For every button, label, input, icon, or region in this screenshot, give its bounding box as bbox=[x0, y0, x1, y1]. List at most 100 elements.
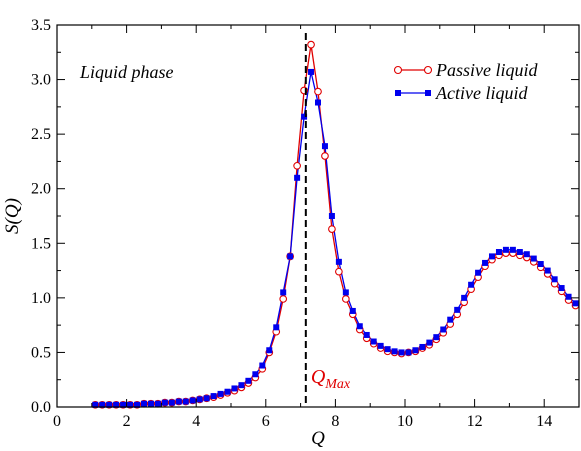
active-point bbox=[475, 269, 482, 276]
x-tick-label: 0 bbox=[53, 413, 61, 430]
active-point bbox=[273, 324, 280, 331]
active-point bbox=[342, 289, 349, 296]
passive-point bbox=[293, 161, 301, 170]
active-point bbox=[509, 246, 516, 253]
active-point bbox=[168, 399, 175, 406]
active-point bbox=[468, 281, 475, 288]
passive-point bbox=[307, 40, 315, 49]
active-point bbox=[308, 68, 315, 75]
active-point bbox=[363, 331, 370, 338]
passive-point bbox=[321, 152, 329, 160]
x-axis-label: Q bbox=[311, 428, 325, 449]
active-point bbox=[127, 401, 134, 408]
active-point bbox=[92, 401, 99, 408]
active-point bbox=[412, 347, 419, 354]
x-tick-label: 10 bbox=[397, 413, 413, 430]
active-point bbox=[454, 306, 461, 313]
active-point bbox=[252, 371, 259, 378]
y-tick-label: 1.5 bbox=[31, 235, 51, 252]
active-point bbox=[321, 143, 328, 150]
y-tick-label: 0.0 bbox=[31, 399, 51, 416]
active-point bbox=[99, 401, 106, 408]
active-point bbox=[245, 377, 252, 384]
active-point bbox=[384, 346, 391, 353]
active-point bbox=[419, 343, 426, 350]
active-point bbox=[280, 289, 287, 296]
x-tick-label: 8 bbox=[331, 413, 339, 430]
active-point bbox=[196, 396, 203, 403]
tick-group: 0 2 4 6 8 10 12 14 0.0 0.5 1.0 1.5 2.0 2.5 3.0 3.5 bbox=[31, 17, 579, 430]
active-point bbox=[294, 174, 301, 181]
active-point bbox=[224, 388, 231, 395]
active-point bbox=[391, 348, 398, 355]
active-point bbox=[495, 249, 502, 256]
active-point bbox=[238, 382, 245, 389]
active-point bbox=[328, 213, 335, 219]
active-point bbox=[134, 401, 141, 408]
qmax-sub: Max bbox=[324, 377, 351, 392]
active-point bbox=[405, 349, 412, 356]
y-tick-label: 1.0 bbox=[31, 290, 51, 307]
active-point bbox=[482, 259, 489, 266]
active-point bbox=[113, 401, 120, 408]
active-point bbox=[203, 395, 210, 402]
phase-annotation: Liquid phase bbox=[79, 62, 174, 82]
passive-point bbox=[328, 225, 336, 233]
active-point bbox=[551, 276, 558, 283]
legend-marker-active bbox=[425, 90, 431, 96]
active-point bbox=[231, 385, 238, 392]
active-point bbox=[141, 400, 147, 407]
active-point bbox=[502, 246, 509, 253]
active-point bbox=[189, 397, 196, 404]
y-tick-label: 2.5 bbox=[31, 126, 51, 143]
active-point bbox=[572, 300, 579, 307]
active-point bbox=[335, 258, 342, 265]
y-tick-label: 3.0 bbox=[31, 72, 51, 89]
y-tick-label: 3.5 bbox=[31, 17, 51, 34]
passive-point bbox=[335, 267, 343, 276]
active-point bbox=[301, 113, 308, 120]
active-point bbox=[523, 251, 530, 258]
active-point bbox=[398, 349, 405, 356]
active-point bbox=[287, 253, 294, 260]
x-tick-label: 2 bbox=[123, 413, 131, 430]
legend-marker-passive bbox=[423, 65, 433, 75]
passive-point bbox=[279, 295, 288, 303]
passive-point bbox=[314, 87, 322, 96]
active-point bbox=[182, 398, 189, 405]
passive-point bbox=[341, 295, 350, 303]
active-point bbox=[356, 323, 363, 330]
active-point bbox=[447, 316, 454, 323]
active-point bbox=[154, 400, 161, 407]
active-point bbox=[377, 342, 384, 349]
active-point bbox=[106, 401, 113, 408]
active-point bbox=[433, 334, 440, 341]
active-point bbox=[175, 398, 182, 405]
active-point bbox=[370, 338, 377, 345]
active-point bbox=[266, 347, 273, 354]
active-point bbox=[544, 267, 551, 274]
y-tick-label: 2.0 bbox=[31, 181, 51, 198]
active-point bbox=[210, 393, 217, 400]
active-point bbox=[461, 294, 468, 301]
x-tick-label: 14 bbox=[536, 413, 552, 430]
qmax-main: Q bbox=[311, 366, 326, 388]
legend-marker-active bbox=[395, 90, 401, 96]
y-tick-label: 0.5 bbox=[31, 344, 51, 361]
active-point bbox=[217, 390, 224, 397]
legend-marker-passive bbox=[393, 65, 403, 75]
active-point bbox=[489, 253, 495, 260]
x-tick-label: 4 bbox=[192, 413, 200, 430]
legend-label-1: Active liquid bbox=[435, 83, 528, 103]
active-point bbox=[161, 399, 168, 406]
legend-label-0: Passive liquid bbox=[435, 60, 538, 80]
qmax-label: QMax bbox=[311, 366, 351, 392]
active-point bbox=[120, 401, 127, 408]
active-point bbox=[537, 261, 544, 268]
x-tick-label: 6 bbox=[262, 413, 270, 430]
active-point bbox=[349, 307, 356, 314]
active-point bbox=[530, 255, 537, 262]
active-point bbox=[516, 249, 523, 256]
y-axis-label: S(Q) bbox=[2, 198, 23, 234]
